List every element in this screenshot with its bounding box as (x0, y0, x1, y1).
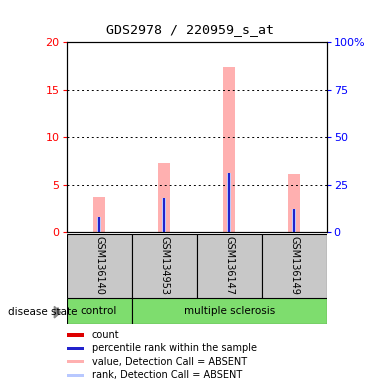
Bar (163, 198, 165, 232)
Bar (67, 347, 84, 350)
Text: disease state: disease state (8, 307, 77, 317)
Bar (228, 228, 230, 232)
Bar (67, 374, 84, 377)
Bar (293, 209, 295, 232)
Bar (288, 174, 300, 232)
Text: GDS2978 / 220959_s_at: GDS2978 / 220959_s_at (106, 23, 274, 36)
Bar (293, 228, 295, 232)
Bar (66, 234, 131, 298)
Text: rank, Detection Call = ABSENT: rank, Detection Call = ABSENT (92, 370, 242, 380)
Bar (131, 234, 197, 298)
Bar (98, 217, 100, 232)
Text: percentile rank within the sample: percentile rank within the sample (92, 343, 257, 353)
Bar (93, 197, 105, 232)
Bar (228, 174, 230, 232)
Bar (131, 298, 327, 324)
Bar (66, 298, 131, 324)
Bar (223, 67, 235, 232)
Text: multiple sclerosis: multiple sclerosis (184, 306, 275, 316)
Bar (162, 198, 166, 232)
Bar (227, 174, 231, 232)
Bar (163, 228, 165, 232)
Text: GSM136149: GSM136149 (289, 237, 299, 295)
Text: control: control (81, 306, 117, 316)
Bar (97, 217, 101, 232)
Bar (98, 222, 100, 232)
Text: count: count (92, 330, 120, 340)
Bar (292, 209, 296, 232)
Bar (262, 234, 327, 298)
Polygon shape (54, 306, 61, 318)
Bar (158, 163, 170, 232)
Text: value, Detection Call = ABSENT: value, Detection Call = ABSENT (92, 357, 247, 367)
Bar (197, 234, 262, 298)
Bar (67, 333, 84, 336)
Bar (67, 360, 84, 363)
Text: GSM134953: GSM134953 (159, 237, 169, 295)
Text: GSM136147: GSM136147 (224, 237, 234, 295)
Text: GSM136140: GSM136140 (94, 237, 104, 295)
